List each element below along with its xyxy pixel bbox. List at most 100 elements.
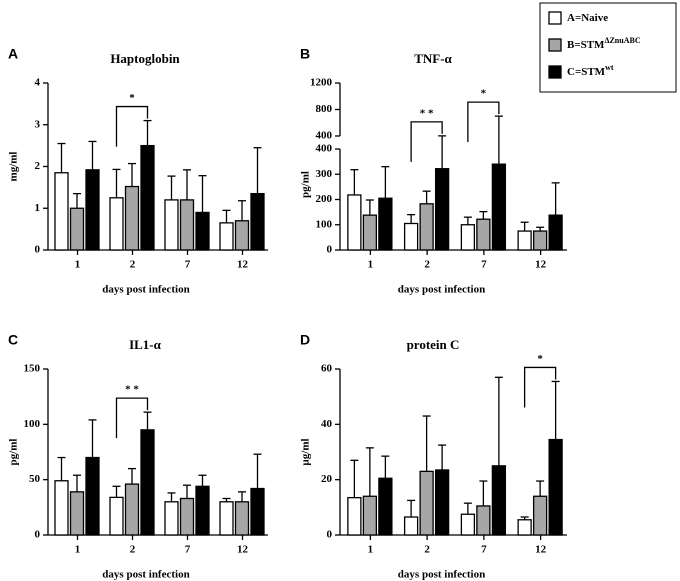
- legend-label: A=Naive: [567, 12, 608, 24]
- legend-sup: wt: [605, 63, 614, 72]
- legend-name: C=STM: [567, 66, 606, 78]
- significance-label: *: [481, 88, 487, 100]
- legend-box: [539, 2, 677, 93]
- significance-label: * *: [125, 384, 139, 396]
- y-axis-label: pg/ml: [8, 439, 20, 466]
- x-axis-label: days post infection: [398, 284, 485, 296]
- y-tick-label: 800: [316, 103, 333, 115]
- x-tick-label: 1: [368, 544, 374, 556]
- chart-title: IL1-α: [129, 337, 162, 352]
- bar: [362, 214, 378, 251]
- y-tick-label: 400: [316, 130, 333, 142]
- x-tick-label: 7: [481, 544, 487, 556]
- y-tick-label: 50: [29, 473, 41, 485]
- y-tick-label: 0: [327, 529, 333, 541]
- x-tick-label: 1: [75, 544, 81, 556]
- y-tick-label: 1200: [310, 77, 333, 89]
- bar: [378, 197, 393, 251]
- bar: [491, 163, 507, 251]
- bar: [164, 501, 179, 536]
- x-axis-label: days post infection: [102, 569, 189, 581]
- bar: [403, 516, 419, 536]
- significance-label: *: [537, 353, 543, 365]
- bar: [517, 519, 532, 536]
- bar: [250, 192, 265, 251]
- y-tick-label: 150: [24, 363, 41, 375]
- y-axis-label: µg/ml: [300, 438, 312, 465]
- significance-bracket: [410, 121, 443, 162]
- bar: [434, 469, 450, 536]
- chart-title: protein C: [407, 337, 460, 352]
- y-axis-label: mg/ml: [8, 152, 20, 182]
- legend-label: B=STMΔZnuABC: [567, 36, 641, 51]
- x-axis-label: days post infection: [398, 569, 485, 581]
- legend-name: A=Naive: [567, 12, 608, 24]
- y-tick-label: 20: [321, 473, 333, 485]
- x-tick-label: 12: [237, 544, 249, 556]
- y-tick-label: 0: [327, 244, 333, 256]
- bar: [419, 203, 434, 251]
- y-tick-label: 0: [35, 529, 41, 541]
- bar: [234, 501, 250, 536]
- bar: [85, 456, 100, 536]
- x-tick-label: 7: [481, 259, 487, 271]
- significance-bracket: [523, 366, 557, 408]
- x-axis-label: days post infection: [102, 284, 189, 296]
- chart-title: TNF-α: [414, 51, 452, 66]
- bar: [219, 501, 234, 536]
- legend-label: C=STMwt: [567, 63, 614, 78]
- y-tick-label: 0: [35, 244, 41, 256]
- bar: [491, 465, 507, 536]
- legend-name: B=STM: [567, 39, 605, 51]
- legend-swatch: [548, 65, 562, 79]
- bar: [460, 513, 476, 536]
- legend-swatch: [548, 11, 562, 25]
- y-tick-label: 100: [24, 418, 41, 430]
- x-tick-label: 1: [368, 259, 374, 271]
- y-tick-label: 4: [35, 77, 41, 89]
- x-tick-label: 7: [185, 259, 191, 271]
- legend-sup: ΔZnuABC: [604, 36, 640, 45]
- y-tick-label: 1: [35, 202, 41, 214]
- y-tick-label: 40: [321, 418, 333, 430]
- x-tick-label: 12: [535, 259, 547, 271]
- bar: [124, 185, 140, 251]
- y-tick-label: 100: [316, 218, 333, 230]
- y-tick-label: 400: [316, 143, 333, 155]
- bar: [164, 199, 179, 251]
- bar: [54, 480, 69, 536]
- x-tick-label: 12: [535, 544, 547, 556]
- panel-letter: A: [8, 46, 18, 62]
- bar: [179, 497, 195, 536]
- y-axis-label: pg/ml: [300, 171, 312, 198]
- bar: [460, 224, 476, 251]
- y-tick-label: 60: [321, 363, 333, 375]
- bar: [517, 230, 532, 251]
- significance-label: * *: [420, 107, 434, 119]
- bar: [476, 218, 491, 251]
- bar: [434, 168, 450, 251]
- bar: [403, 222, 419, 251]
- y-tick-label: 200: [316, 193, 333, 205]
- bar: [548, 438, 563, 536]
- panel-letter: C: [8, 332, 18, 348]
- bar: [124, 483, 140, 536]
- bar: [532, 495, 548, 536]
- x-tick-label: 12: [237, 259, 249, 271]
- legend-swatch: [548, 38, 562, 52]
- bar: [476, 505, 491, 536]
- x-tick-label: 2: [130, 544, 136, 556]
- bar: [219, 222, 234, 251]
- bar: [69, 207, 85, 251]
- y-tick-label: 3: [35, 118, 41, 130]
- y-tick-label: 2: [35, 160, 41, 172]
- x-tick-label: 7: [185, 544, 191, 556]
- bar: [419, 470, 434, 536]
- bar: [347, 194, 362, 251]
- chart-title: Haptoglobin: [110, 51, 180, 66]
- bar: [179, 199, 195, 251]
- x-tick-label: 2: [424, 544, 430, 556]
- bar: [548, 214, 563, 251]
- bar: [69, 491, 85, 536]
